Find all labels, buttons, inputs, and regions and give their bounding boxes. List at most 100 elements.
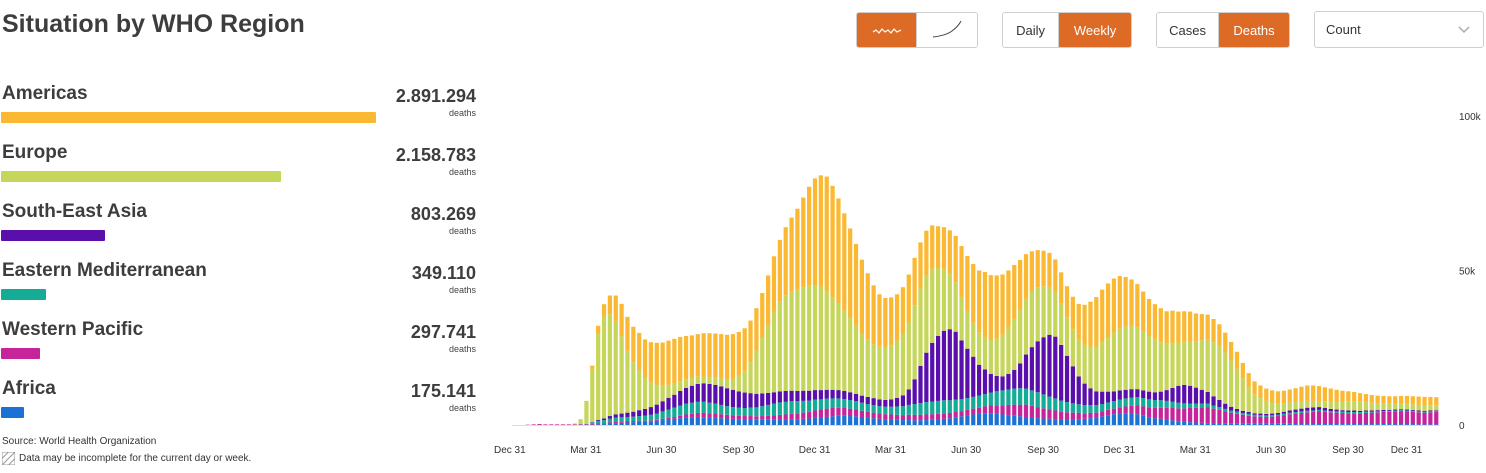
bar-segment-eastern-mediterranean[interactable] [683, 403, 689, 415]
bar-segment-africa[interactable] [1041, 418, 1046, 425]
bar-segment-europe[interactable] [654, 384, 659, 405]
region-row-africa[interactable]: Africa 175.141 deaths [0, 378, 480, 436]
bar-segment-western-pacific[interactable] [1328, 412, 1333, 425]
bar-segment-europe[interactable] [1141, 331, 1146, 391]
bar-segment-europe[interactable] [1328, 401, 1333, 409]
bar-segment-south-east-asia[interactable] [613, 414, 618, 418]
bar-segment-south-east-asia[interactable] [648, 407, 654, 415]
bar-segment-americas[interactable] [631, 326, 636, 363]
bar-segment-south-east-asia[interactable] [678, 391, 683, 406]
bar-segment-south-east-asia[interactable] [1141, 390, 1146, 399]
bar-segment-africa[interactable] [1328, 424, 1333, 425]
bar-segment-americas[interactable] [795, 208, 800, 290]
bar-segment-africa[interactable] [736, 419, 741, 425]
bar-segment-south-east-asia[interactable] [795, 391, 800, 402]
bar-segment-western-pacific[interactable] [1076, 412, 1081, 420]
bar-segment-africa[interactable] [1393, 424, 1398, 425]
bar-segment-south-east-asia[interactable] [836, 390, 841, 399]
bar-segment-south-east-asia[interactable] [842, 391, 847, 400]
bar-segment-western-pacific[interactable] [889, 414, 894, 420]
bar-segment-africa[interactable] [1146, 417, 1152, 425]
bar-segment-western-pacific[interactable] [1305, 412, 1310, 425]
bar-segment-south-east-asia[interactable] [848, 392, 853, 400]
bar-segment-americas[interactable] [1270, 390, 1275, 403]
bar-segment-europe[interactable] [572, 423, 577, 425]
bar-segment-south-east-asia[interactable] [1029, 347, 1034, 391]
bar-segment-south-east-asia[interactable] [736, 391, 741, 408]
bar-segment-europe[interactable] [1281, 403, 1286, 412]
bar-segment-europe[interactable] [1193, 341, 1199, 388]
bar-segment-americas[interactable] [766, 275, 771, 325]
bar-segment-eastern-mediterranean[interactable] [1076, 404, 1081, 413]
bar-segment-europe[interactable] [1381, 403, 1386, 410]
bar-segment-europe[interactable] [596, 333, 601, 421]
bar-segment-africa[interactable] [1357, 424, 1363, 425]
bar-segment-eastern-mediterranean[interactable] [1117, 399, 1122, 408]
bar-segment-europe[interactable] [1123, 326, 1128, 390]
bar-segment-eastern-mediterranean[interactable] [771, 403, 777, 416]
bar-segment-europe[interactable] [1129, 325, 1134, 390]
bar-segment-americas[interactable] [1152, 304, 1158, 340]
bar-segment-south-east-asia[interactable] [1187, 385, 1193, 404]
bar-segment-eastern-mediterranean[interactable] [889, 406, 894, 415]
line-chart-button[interactable] [857, 13, 918, 47]
bar-segment-africa[interactable] [760, 419, 765, 425]
bar-segment-africa[interactable] [912, 420, 917, 425]
bar-segment-europe[interactable] [736, 375, 741, 392]
bar-segment-americas[interactable] [1352, 391, 1357, 402]
bar-segment-africa[interactable] [889, 419, 894, 425]
bar-segment-americas[interactable] [859, 259, 864, 334]
bar-segment-eastern-mediterranean[interactable] [912, 403, 917, 415]
bar-segment-americas[interactable] [724, 334, 730, 380]
bar-segment-africa[interactable] [713, 417, 718, 425]
bar-segment-eastern-mediterranean[interactable] [1240, 412, 1245, 415]
bar-segment-europe[interactable] [631, 362, 636, 412]
bar-segment-europe[interactable] [988, 340, 993, 375]
bar-segment-africa[interactable] [1217, 423, 1222, 425]
bar-segment-western-pacific[interactable] [766, 415, 771, 420]
bar-segment-americas[interactable] [1123, 276, 1128, 327]
bar-segment-western-pacific[interactable] [601, 423, 607, 425]
bar-segment-western-pacific[interactable] [1428, 412, 1433, 425]
bar-segment-western-pacific[interactable] [894, 414, 900, 420]
bar-segment-western-pacific[interactable] [742, 416, 747, 420]
bar-segment-europe[interactable] [894, 340, 900, 398]
bar-segment-americas[interactable] [1299, 386, 1304, 402]
bar-segment-americas[interactable] [1311, 385, 1316, 401]
bar-segment-europe[interactable] [1211, 342, 1216, 397]
bar-segment-europe[interactable] [648, 382, 654, 408]
bar-segment-south-east-asia[interactable] [1146, 391, 1152, 400]
bar-segment-eastern-mediterranean[interactable] [1053, 398, 1058, 411]
bar-segment-south-east-asia[interactable] [941, 330, 947, 401]
bar-segment-south-east-asia[interactable] [1041, 337, 1046, 395]
bar-segment-western-pacific[interactable] [1211, 408, 1216, 424]
bar-segment-americas[interactable] [1434, 397, 1439, 406]
bar-segment-europe[interactable] [1404, 403, 1410, 410]
bar-segment-south-east-asia[interactable] [701, 383, 706, 402]
bar-segment-americas[interactable] [1305, 385, 1310, 401]
bar-segment-eastern-mediterranean[interactable] [1123, 398, 1128, 407]
region-row-eastern-mediterranean[interactable]: Eastern Mediterranean 349.110 deaths [0, 260, 480, 318]
bar-segment-eastern-mediterranean[interactable] [1229, 410, 1234, 413]
bar-segment-western-pacific[interactable] [1029, 405, 1034, 418]
bar-segment-south-east-asia[interactable] [1170, 387, 1175, 402]
bar-segment-south-east-asia[interactable] [1164, 390, 1169, 401]
bar-segment-south-east-asia[interactable] [642, 408, 648, 416]
bar-segment-europe[interactable] [818, 286, 823, 391]
bar-segment-europe[interactable] [1299, 401, 1304, 409]
bar-segment-americas[interactable] [1346, 391, 1351, 402]
bar-segment-eastern-mediterranean[interactable] [894, 406, 900, 415]
bar-segment-western-pacific[interactable] [713, 413, 718, 418]
bar-segment-africa[interactable] [859, 416, 864, 425]
bar-segment-western-pacific[interactable] [1316, 411, 1322, 425]
bar-segment-africa[interactable] [1047, 418, 1052, 425]
bar-segment-western-pacific[interactable] [824, 408, 829, 417]
bar-segment-africa[interactable] [1258, 423, 1263, 425]
bar-segment-africa[interactable] [748, 419, 753, 425]
bar-segment-africa[interactable] [977, 413, 982, 425]
bar-segment-eastern-mediterranean[interactable] [1094, 405, 1099, 413]
bar-segment-eastern-mediterranean[interactable] [871, 405, 876, 413]
bar-segment-americas[interactable] [771, 256, 777, 312]
bar-segment-europe[interactable] [1398, 403, 1404, 410]
bar-segment-south-east-asia[interactable] [1000, 376, 1005, 391]
